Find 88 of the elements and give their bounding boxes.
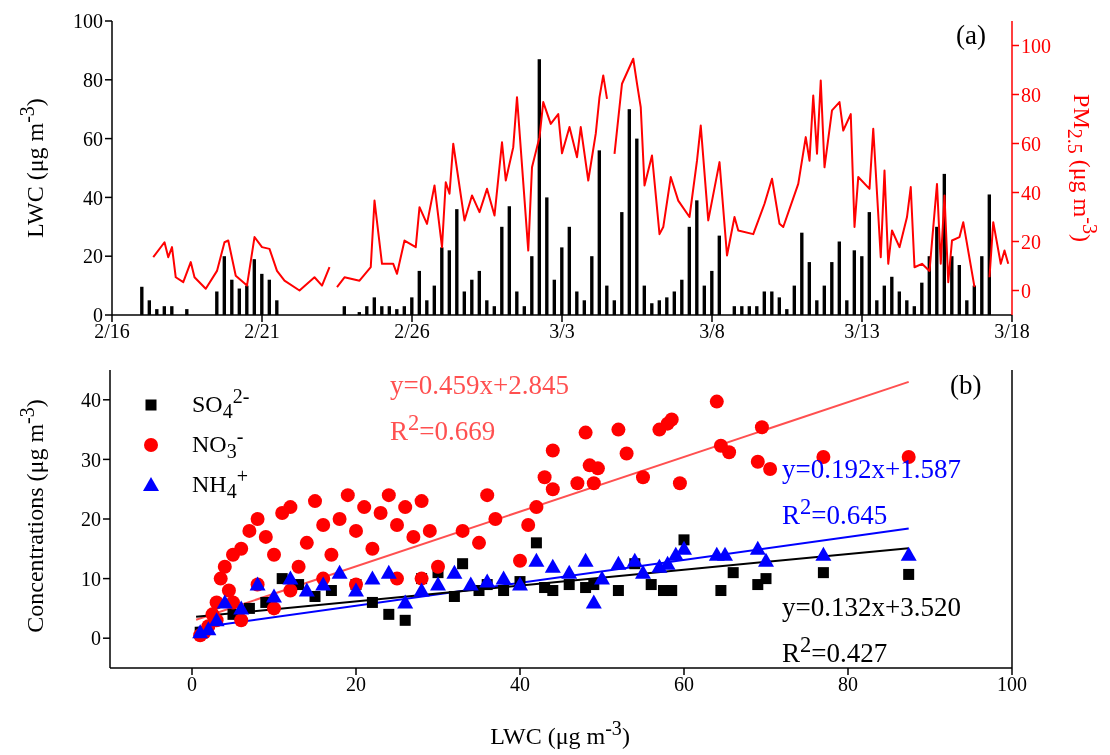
- point: [298, 582, 315, 597]
- point: [645, 579, 657, 591]
- y2-tick-label: 20: [1021, 230, 1041, 253]
- point: [563, 579, 575, 591]
- point: [727, 567, 739, 579]
- annotation: R$^{2}$=0.669: [390, 410, 496, 447]
- point: [315, 576, 332, 591]
- point: [383, 608, 395, 620]
- y-tick-label: 0: [91, 627, 101, 650]
- point: [594, 570, 610, 585]
- x-axis-title: LWC (μg m$^{-3}$): [490, 716, 630, 750]
- y2-tick-label: 0: [1021, 279, 1031, 302]
- point: [612, 585, 624, 597]
- point: [282, 570, 299, 585]
- point: [348, 582, 364, 597]
- point: [715, 585, 727, 597]
- point: [399, 614, 411, 626]
- point: [446, 564, 463, 579]
- x-tick-label: 3/3: [549, 320, 575, 343]
- annotation: R$^{2}$=0.645: [782, 494, 888, 531]
- point: [544, 558, 561, 573]
- x-tick-label: 40: [510, 673, 530, 696]
- y-tick-label: 10: [81, 567, 101, 590]
- point: [397, 594, 414, 609]
- point: [462, 576, 479, 591]
- x-tick-label: 100: [997, 673, 1027, 696]
- annotation: y=0.459x+2.845: [390, 370, 569, 401]
- x-tick-label: 3/13: [844, 320, 880, 343]
- point: [817, 567, 829, 579]
- x-tick-label: 60: [674, 673, 694, 696]
- point: [413, 582, 430, 597]
- point: [626, 552, 643, 567]
- y-tick-label: 40: [83, 186, 103, 209]
- y-tick-label: 80: [83, 68, 103, 91]
- x-tick-label: 3/8: [699, 320, 725, 343]
- point: [495, 570, 512, 585]
- point: [676, 540, 692, 555]
- point: [577, 552, 594, 567]
- point: [760, 573, 772, 585]
- y-tick-label: 20: [83, 245, 103, 268]
- x-tick-label: 80: [838, 673, 858, 696]
- annotation: y=0.192x+1.587: [782, 454, 961, 485]
- point: [585, 594, 602, 609]
- y2-tick-label: 100: [1021, 34, 1051, 57]
- y-tick-label: 40: [81, 388, 101, 411]
- point: [266, 588, 282, 603]
- point: [331, 564, 348, 579]
- annotation: R$^{2}$=0.427: [782, 632, 888, 669]
- point: [752, 579, 764, 591]
- point: [547, 585, 559, 597]
- point: [678, 534, 690, 546]
- y2-tick-label: 40: [1021, 181, 1041, 204]
- point: [610, 555, 627, 570]
- point: [749, 540, 766, 555]
- point: [758, 552, 774, 567]
- point: [667, 546, 684, 561]
- point: [900, 546, 917, 561]
- point: [364, 570, 381, 585]
- y-tick-label: 60: [83, 127, 103, 150]
- y-tick-label: 100: [73, 10, 103, 33]
- annotation: (a): [956, 20, 986, 51]
- annotation: y=0.132x+3.520: [782, 592, 961, 623]
- point: [815, 546, 832, 561]
- y2-tick-label: 80: [1021, 83, 1041, 106]
- point: [430, 576, 446, 591]
- point: [530, 537, 542, 549]
- point: [903, 568, 915, 580]
- point: [233, 600, 250, 615]
- point: [635, 564, 651, 579]
- x-tick-label: 2/21: [244, 320, 280, 343]
- x-tick-label: 0: [187, 673, 197, 696]
- point: [528, 552, 545, 567]
- point: [479, 573, 496, 588]
- point: [216, 594, 233, 609]
- y2-tick-label: 60: [1021, 132, 1041, 155]
- x-tick-label: 20: [346, 673, 366, 696]
- x-tick-label: 3/18: [994, 320, 1030, 343]
- x-tick-label: 2/26: [394, 320, 430, 343]
- point: [448, 590, 460, 602]
- point: [717, 546, 733, 561]
- point: [366, 596, 378, 608]
- point: [561, 564, 578, 579]
- point: [498, 585, 510, 597]
- y-tick-label: 30: [81, 448, 101, 471]
- point: [380, 564, 397, 579]
- annotation: (b): [950, 370, 982, 401]
- point: [457, 558, 469, 570]
- y-tick-label: 20: [81, 508, 101, 531]
